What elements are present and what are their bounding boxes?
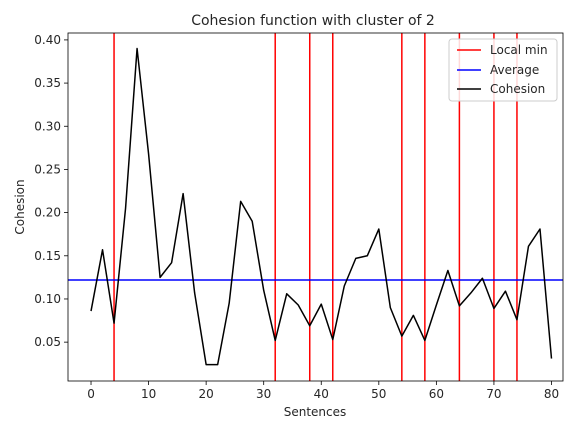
y-tick-label: 0.25: [34, 162, 61, 176]
y-axis: 0.05 0.10 0.15 0.20 0.25 0.30 0.35 0.40: [34, 33, 68, 349]
x-axis: 0 10 20 30 40 50 60 70 80: [87, 381, 559, 401]
legend: Local min Average Cohesion: [449, 39, 557, 101]
x-tick-label: 50: [371, 387, 386, 401]
legend-label-cohesion: Cohesion: [490, 82, 545, 96]
x-axis-label: Sentences: [284, 405, 347, 419]
y-tick-label: 0.40: [34, 33, 61, 47]
y-tick-label: 0.20: [34, 206, 61, 220]
x-tick-label: 80: [544, 387, 559, 401]
x-tick-label: 10: [141, 387, 156, 401]
chart-title: Cohesion function with cluster of 2: [191, 13, 435, 29]
y-tick-label: 0.05: [34, 335, 61, 349]
legend-label-average: Average: [490, 63, 539, 77]
x-tick-label: 40: [314, 387, 329, 401]
y-tick-label: 0.10: [34, 292, 61, 306]
legend-label-local-min: Local min: [490, 43, 548, 57]
x-tick-label: 20: [198, 387, 213, 401]
y-tick-label: 0.15: [34, 249, 61, 263]
x-tick-label: 30: [256, 387, 271, 401]
x-tick-label: 60: [429, 387, 444, 401]
y-axis-label: Cohesion: [13, 179, 27, 234]
x-tick-label: 0: [87, 387, 95, 401]
y-tick-label: 0.30: [34, 119, 61, 133]
x-tick-label: 70: [486, 387, 501, 401]
y-tick-label: 0.35: [34, 76, 61, 90]
